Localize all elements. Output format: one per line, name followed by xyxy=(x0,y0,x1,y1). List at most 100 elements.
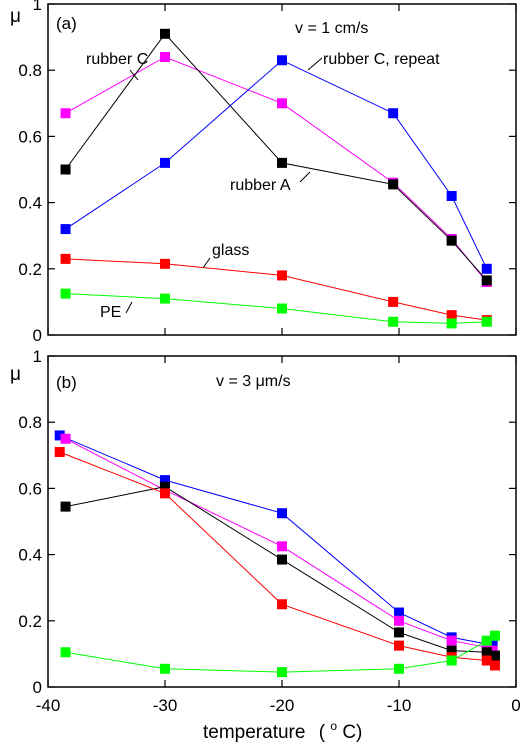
panel-b-series-pe-marker xyxy=(277,667,287,678)
panel-b-series-rubber-c-marker xyxy=(60,433,71,444)
panel-a-series-pe-marker xyxy=(388,316,399,327)
panel-b-series-rubber-a-marker xyxy=(160,481,170,492)
panel-a-series-rubber-a-marker xyxy=(446,235,457,246)
panel-b-x-axis: -40 -30 -20 -10 0 xyxy=(36,356,520,715)
panel-a-series-rubber-c-repeat-marker xyxy=(60,224,71,235)
panel-b-y-label: μ xyxy=(10,364,21,385)
panel-a-series-glass-marker xyxy=(446,310,457,321)
annotation-pe: PE xyxy=(100,304,121,321)
annotation-rubber-a: rubber A xyxy=(230,177,291,194)
panel-a-series-rubber-c-marker xyxy=(160,51,170,62)
panel-b-x-tick-label: 0 xyxy=(511,696,520,715)
panel-b-frame xyxy=(47,355,517,688)
panel-b-series-pe-marker xyxy=(394,663,404,674)
panel-b-y-tick-label: 0.4 xyxy=(18,546,42,565)
panel-b-series-glass-marker xyxy=(160,488,170,499)
panel-b-tag: (b) xyxy=(56,373,77,392)
panel-a-series xyxy=(60,28,492,329)
panel-a-series-glass-marker xyxy=(160,258,170,269)
panel-a-series-glass-marker xyxy=(277,270,287,281)
panel-b-series-glass-marker xyxy=(489,660,500,671)
panel-a-series-rubber-a-marker xyxy=(388,179,399,190)
annotation-rubber-a-leader xyxy=(299,171,311,183)
panel-a-series-pe-marker xyxy=(160,293,170,304)
panel-b-series-rubber-a-marker xyxy=(481,647,492,658)
panel-a-series-rubber-c-repeat-marker xyxy=(388,108,399,119)
panel-b-series-rubber-a-marker xyxy=(446,645,457,656)
panel-a-y-tick-label: 0.4 xyxy=(18,194,42,213)
panel-a-x-axis xyxy=(47,4,517,335)
panel-a-series-pe-marker xyxy=(60,288,71,299)
panel-a-series-rubber-a-marker xyxy=(481,275,492,286)
panel-a-series-pe-line xyxy=(65,293,487,324)
panel-a-series-glass-line xyxy=(65,258,487,321)
panel-a-y-tick-label: 0 xyxy=(33,326,42,345)
panel-b-y-tick-label: 1 xyxy=(33,347,42,366)
x-axis-title-degree: o xyxy=(330,719,337,733)
annotation-glass-leader xyxy=(202,257,211,269)
panel-b-series-glass-marker xyxy=(277,599,287,610)
panel-b-series-glass-marker xyxy=(481,655,492,666)
annotation-rubber-c-leader xyxy=(129,69,139,81)
panel-b-series-pe-line xyxy=(65,635,496,673)
panel-a-series-rubber-c-repeat-marker xyxy=(481,263,492,274)
panel-a-y-label: μ xyxy=(10,6,21,27)
panel-b-series-rubber-c-repeat-line xyxy=(59,434,493,647)
panel-b-series-pe-marker xyxy=(489,630,500,641)
panel-a-series-pe-marker xyxy=(446,318,457,329)
x-axis-title-main: temperature xyxy=(203,722,305,743)
panel-a-y-tick-label: 0.6 xyxy=(18,127,42,146)
annotation-rubber-c-repeat: rubber C, repeat xyxy=(323,51,440,68)
panel-b-series-rubber-c-repeat-marker xyxy=(394,607,404,618)
panel-a-series-rubber-c-marker xyxy=(277,98,287,109)
panel-b: 0 0.2 0.4 0.6 0.8 1 -40 -30 -20 -10 0 (b) v = 3 μ… xyxy=(10,347,520,715)
panel-a-series-rubber-c-repeat-marker xyxy=(446,190,457,201)
panel-b-series-rubber-c-marker xyxy=(394,615,404,626)
annotation-rubber-c-repeat-leader xyxy=(307,57,323,71)
panel-b-series-pe-marker xyxy=(446,655,457,666)
panel-a-speed-label: v = 1 cm/s xyxy=(295,20,368,37)
x-axis-title-unit: C) xyxy=(342,722,362,743)
panel-a-series-rubber-a-marker xyxy=(60,164,71,175)
panel-b-x-tick-label: -10 xyxy=(387,696,412,715)
panel-b-series-rubber-c-marker xyxy=(446,635,457,646)
x-axis-title: temperature ( o C) xyxy=(203,714,362,743)
panel-b-y-axis: 0 0.2 0.4 0.6 0.8 1 xyxy=(18,347,516,697)
panel-a-y-tick-label: 1 xyxy=(33,0,42,14)
panel-a-series-rubber-a-marker xyxy=(160,28,170,39)
panel-b-series-pe-marker xyxy=(60,647,71,658)
panel-b-series-rubber-a-marker xyxy=(60,501,71,512)
panel-a-series-rubber-c-line xyxy=(65,56,488,283)
panel-b-series-rubber-c-repeat-marker xyxy=(160,475,170,486)
panel-b-y-tick-label: 0 xyxy=(33,678,42,697)
panel-b-series-rubber-c-repeat-marker xyxy=(277,508,287,519)
annotation-rubber-c: rubber C xyxy=(86,51,148,68)
panel-b-series-rubber-a-marker xyxy=(489,650,500,661)
panel-a-series-rubber-c-repeat-marker xyxy=(160,157,170,168)
panel-b-y-tick-label: 0.6 xyxy=(18,479,42,498)
panel-b-y-tick-label: 0.2 xyxy=(18,612,42,631)
panel-b-y-tick-label: 0.8 xyxy=(18,413,42,432)
panel-b-x-tick-label: -20 xyxy=(270,696,295,715)
panel-a-series-pe-marker xyxy=(277,303,287,314)
annotation-glass: glass xyxy=(212,242,249,259)
panel-a-series-glass-marker xyxy=(60,253,71,264)
panel-a-tag: (a) xyxy=(56,14,77,33)
panel-b-series-pe-marker xyxy=(481,635,492,646)
panel-a: 0 0.2 0.4 0.6 0.8 1 (a) v = 1 cm/s μ rubber C… xyxy=(10,0,517,345)
panel-a-series-rubber-c-repeat-line xyxy=(65,59,488,270)
panel-a-y-axis: 0 0.2 0.4 0.6 0.8 1 xyxy=(18,0,516,345)
panel-b-x-tick-label: -30 xyxy=(153,696,178,715)
annotation-pe-leader xyxy=(125,301,133,314)
panel-b-series xyxy=(54,430,500,678)
panel-a-series-rubber-a-marker xyxy=(277,157,287,168)
panel-a-series-rubber-a-line xyxy=(65,33,488,281)
panel-b-series-rubber-c-repeat-marker xyxy=(54,430,65,441)
panel-b-series-rubber-a-marker xyxy=(394,627,404,638)
panel-b-x-tick-label: -40 xyxy=(36,696,61,715)
panel-b-series-glass-marker xyxy=(394,640,404,651)
panel-a-y-tick-label: 0.2 xyxy=(18,260,42,279)
panel-b-series-rubber-c-marker xyxy=(277,541,287,552)
panel-a-y-tick-label: 0.8 xyxy=(18,61,42,80)
